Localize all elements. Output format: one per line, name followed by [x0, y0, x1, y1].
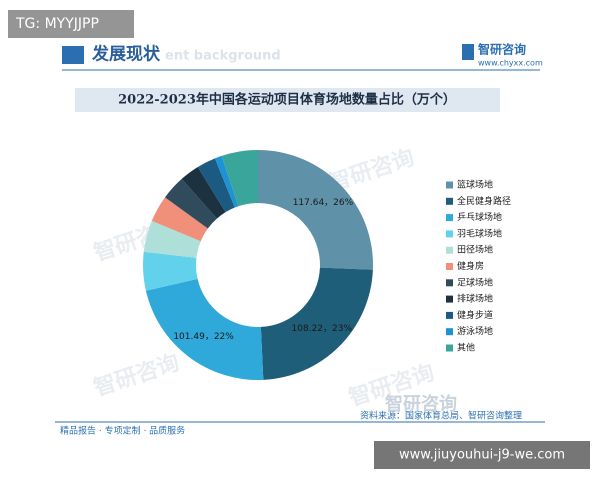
donut-slice	[143, 220, 201, 258]
legend-label: 健身房	[457, 260, 484, 272]
legend-swatch	[446, 230, 453, 238]
legend-label: 足球场地	[457, 276, 493, 288]
legend-label: 羽毛球场地	[457, 227, 502, 239]
section-icon	[62, 46, 84, 64]
legend-label: 健身步道	[457, 309, 493, 321]
legend-swatch	[446, 181, 453, 189]
overlay-text: TG: MYYJJPP	[15, 16, 99, 32]
overlay-box	[374, 441, 590, 469]
legend-label: 排球场地	[457, 293, 493, 305]
data-label: 108.22，23%	[292, 324, 353, 334]
section-title: 发展现状	[91, 44, 161, 65]
donut-slice	[151, 197, 208, 242]
donut-slice	[165, 178, 217, 229]
donut-slice	[221, 150, 258, 207]
header-watermark: ent background	[165, 49, 281, 64]
footer-tagline: 精品报告 · 专项定制 · 品质服务	[60, 425, 185, 437]
legend-swatch	[446, 344, 453, 352]
legend-swatch	[446, 328, 453, 336]
legend-swatch	[446, 214, 453, 222]
legend-swatch	[446, 311, 453, 319]
legend-swatch	[446, 246, 453, 254]
chart: 117.64，26% 108.22，23% 101.49，22% 篮球场地全民健身路径…	[143, 150, 511, 380]
brand-watermark: 智研咨询	[385, 393, 457, 415]
legend-label: 田径场地	[457, 244, 493, 256]
legend-swatch	[446, 279, 453, 287]
source-note: 资料来源：国家体育总局、智研咨询整理	[360, 410, 522, 422]
donut-slice	[181, 167, 226, 219]
title-band	[75, 88, 500, 112]
legend-swatch	[446, 197, 453, 205]
data-label: 101.49，22%	[173, 332, 234, 342]
donut-slice	[145, 278, 264, 380]
donut-slice	[258, 150, 374, 270]
legend-swatch	[446, 295, 453, 303]
legend-label: 游泳场地	[457, 325, 493, 337]
legend-label: 乒乓球场地	[457, 211, 502, 223]
donut-slice	[214, 155, 239, 208]
donut-slice	[197, 158, 235, 213]
overlay-box	[8, 10, 134, 38]
brand-name: 智研咨询	[477, 42, 526, 57]
legend-label: 全民健身路径	[457, 195, 511, 207]
donut-slice	[143, 251, 198, 291]
brand-site: www.chyxx.com	[478, 59, 543, 68]
overlay-text: www.jiuyouhui-j9-we.com	[399, 448, 565, 463]
data-label: 117.64，26%	[293, 198, 354, 208]
legend-label: 篮球场地	[457, 179, 493, 191]
legend-swatch	[446, 263, 453, 270]
brand-logo	[462, 44, 474, 60]
donut-slice	[260, 267, 373, 380]
legend-label: 其他	[457, 342, 475, 354]
chart-title: 2022-2023年中国各运动项目体育场地数量占比（万个）	[118, 92, 456, 108]
